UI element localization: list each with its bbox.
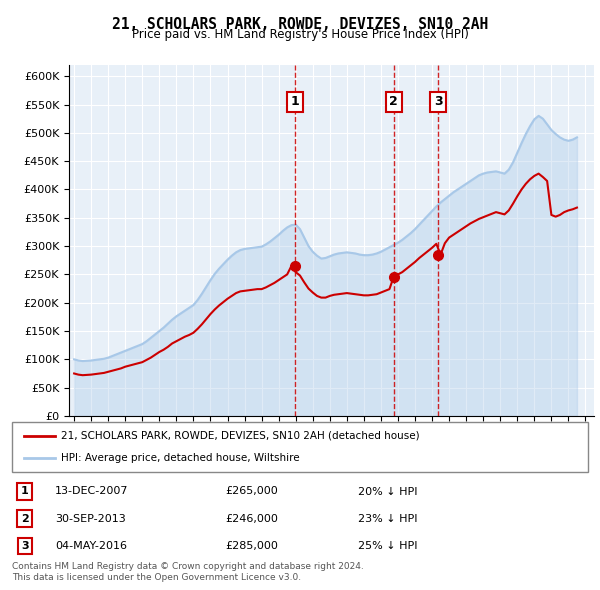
- Text: 25% ↓ HPI: 25% ↓ HPI: [358, 541, 417, 551]
- Text: 1: 1: [290, 95, 299, 108]
- Text: 23% ↓ HPI: 23% ↓ HPI: [358, 514, 417, 524]
- Text: £285,000: £285,000: [225, 541, 278, 551]
- Text: 2: 2: [21, 514, 29, 524]
- Text: 1: 1: [21, 487, 29, 496]
- Text: Price paid vs. HM Land Registry's House Price Index (HPI): Price paid vs. HM Land Registry's House …: [131, 28, 469, 41]
- Text: 13-DEC-2007: 13-DEC-2007: [55, 487, 128, 496]
- Text: 3: 3: [434, 95, 442, 108]
- Text: HPI: Average price, detached house, Wiltshire: HPI: Average price, detached house, Wilt…: [61, 454, 299, 464]
- Text: Contains HM Land Registry data © Crown copyright and database right 2024.
This d: Contains HM Land Registry data © Crown c…: [12, 562, 364, 582]
- Text: 21, SCHOLARS PARK, ROWDE, DEVIZES, SN10 2AH (detached house): 21, SCHOLARS PARK, ROWDE, DEVIZES, SN10 …: [61, 431, 419, 441]
- Text: 30-SEP-2013: 30-SEP-2013: [55, 514, 126, 524]
- Text: £246,000: £246,000: [225, 514, 278, 524]
- Text: 2: 2: [389, 95, 398, 108]
- FancyBboxPatch shape: [12, 422, 588, 472]
- Text: 3: 3: [21, 541, 28, 551]
- Text: £265,000: £265,000: [225, 487, 278, 496]
- Text: 20% ↓ HPI: 20% ↓ HPI: [358, 487, 417, 496]
- Text: 21, SCHOLARS PARK, ROWDE, DEVIZES, SN10 2AH: 21, SCHOLARS PARK, ROWDE, DEVIZES, SN10 …: [112, 17, 488, 31]
- Text: 04-MAY-2016: 04-MAY-2016: [55, 541, 127, 551]
